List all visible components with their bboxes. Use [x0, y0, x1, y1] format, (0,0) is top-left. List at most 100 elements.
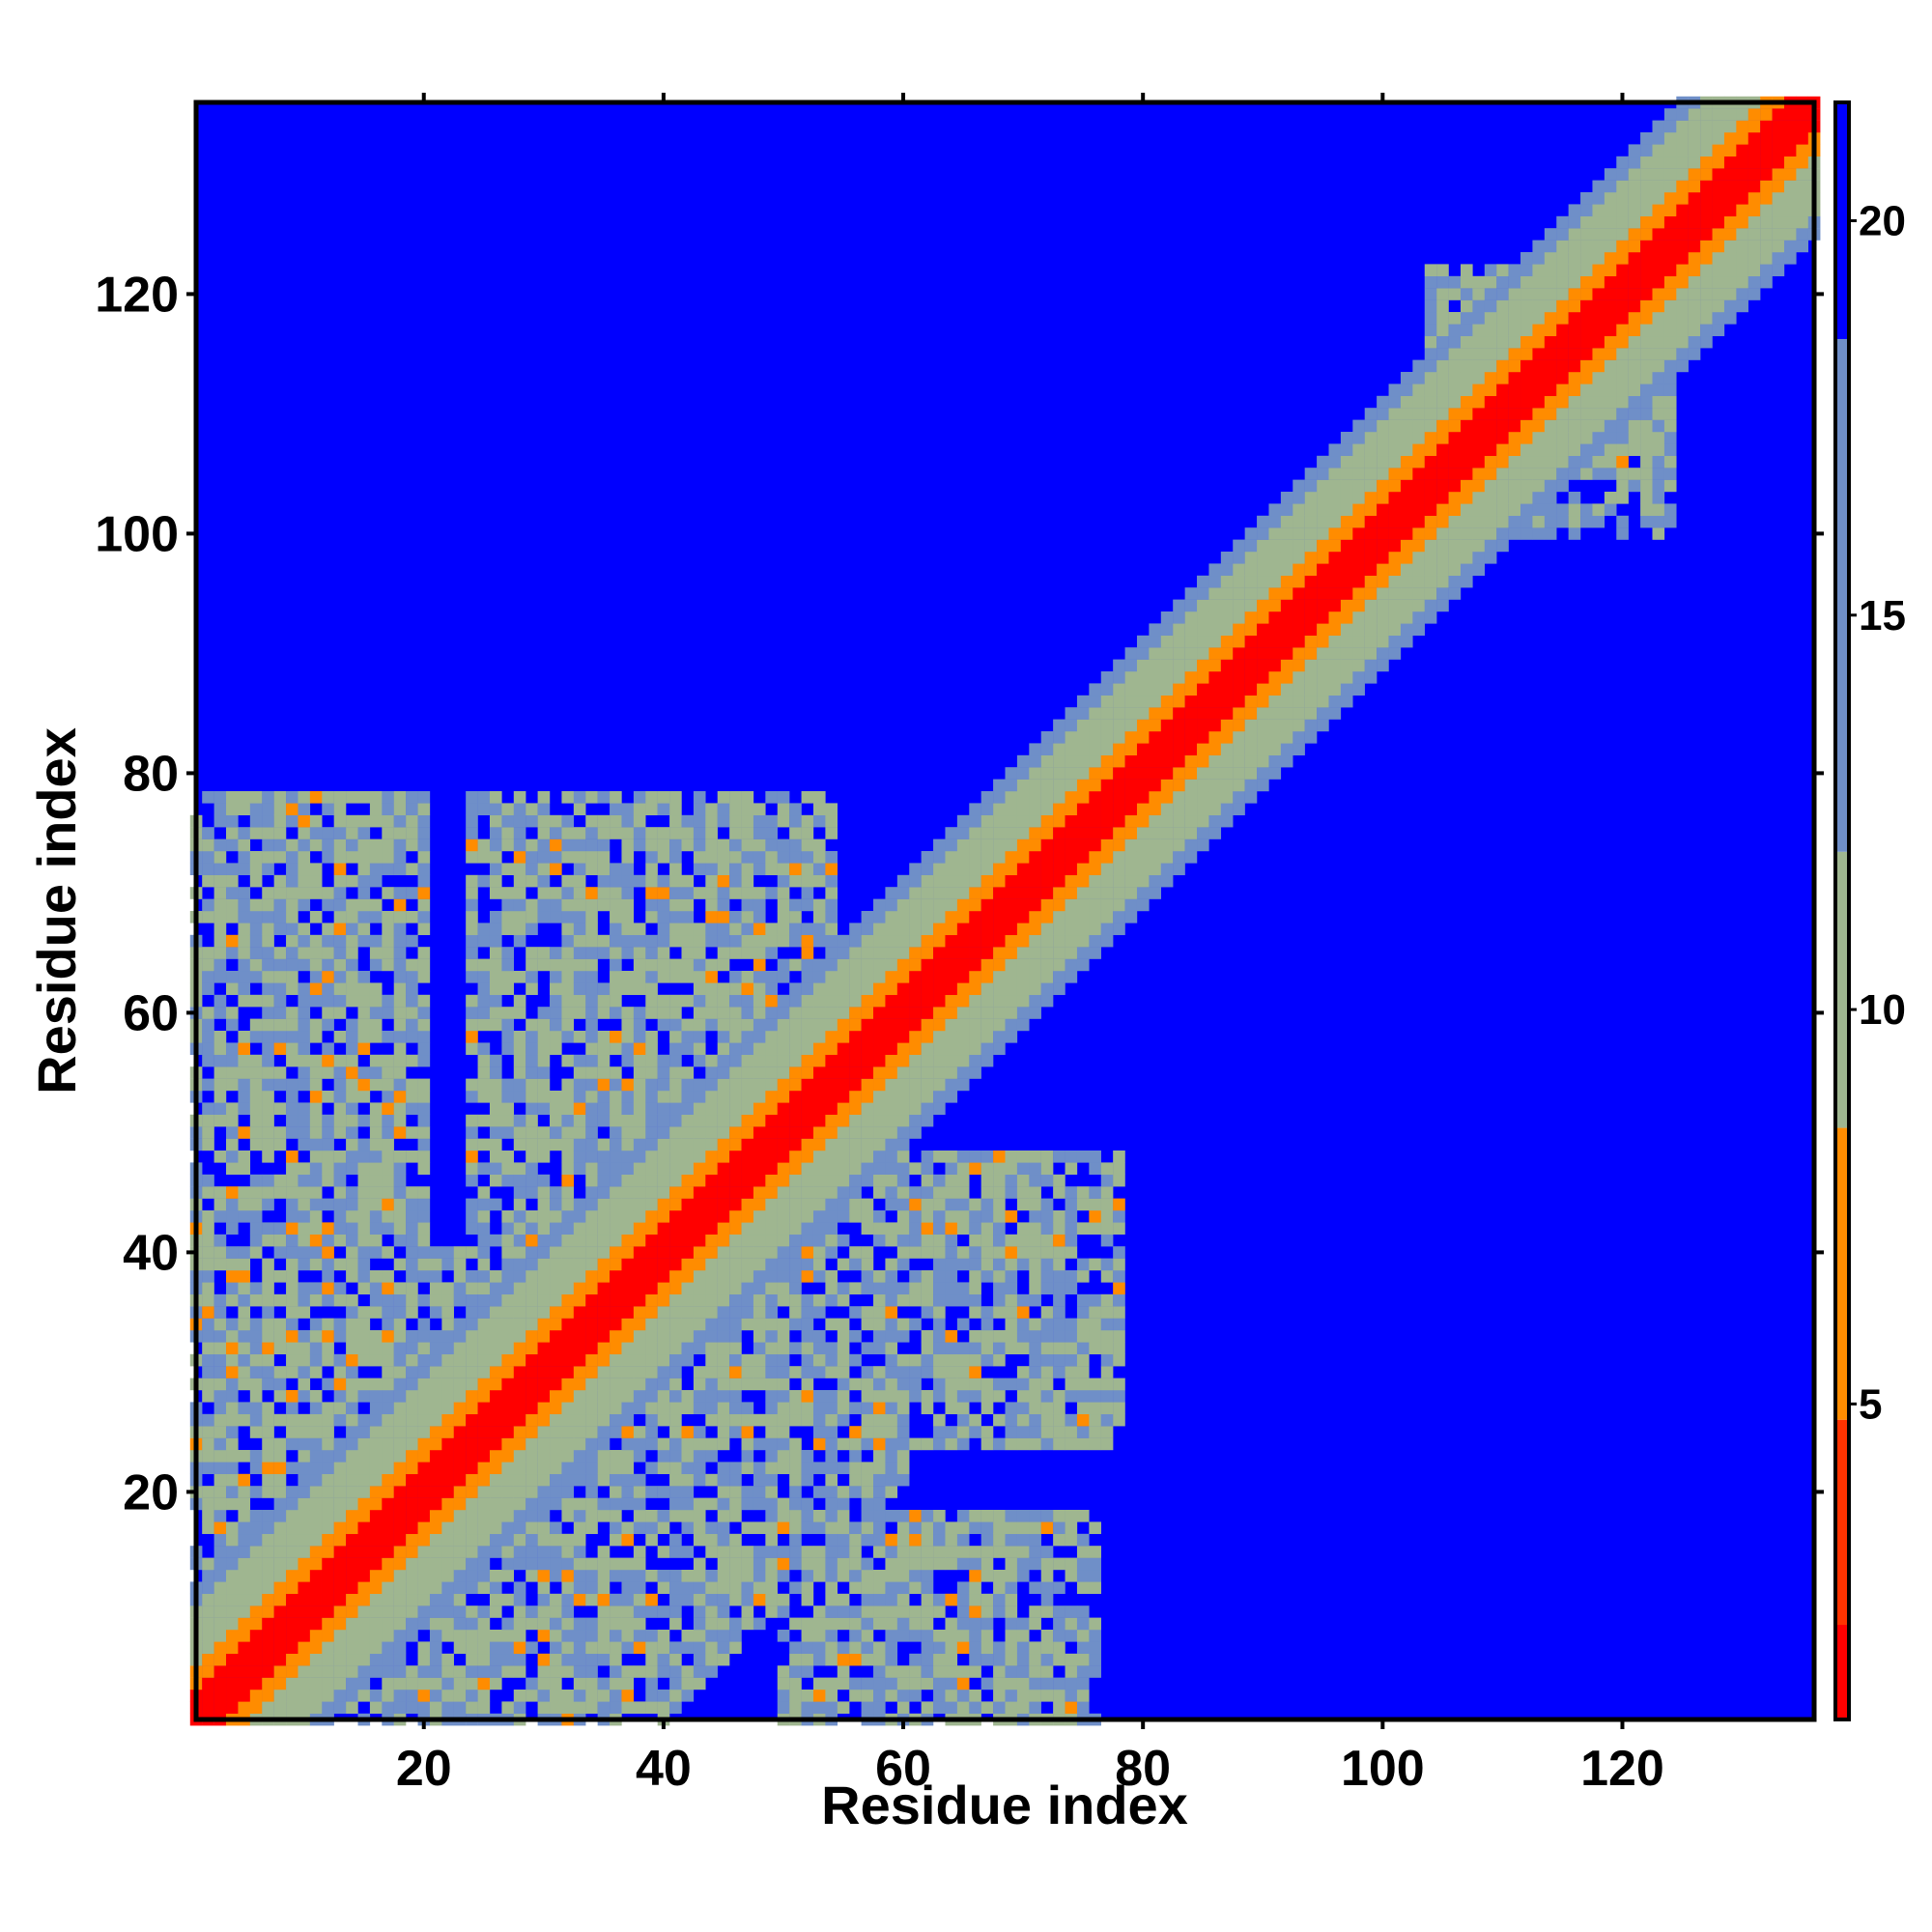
heatmap-cell: [213, 1342, 227, 1355]
heatmap-cell: [226, 1426, 239, 1438]
heatmap-cell: [513, 1521, 526, 1535]
heatmap-cell: [849, 1353, 862, 1367]
heatmap-cell: [896, 1630, 910, 1642]
heatmap-cell: [561, 1306, 575, 1319]
heatmap-cell: [657, 958, 670, 972]
heatmap-cell: [1089, 1186, 1101, 1199]
heatmap-cell: [669, 1342, 682, 1355]
heatmap-cell: [406, 1222, 418, 1236]
heatmap-cell: [513, 1198, 526, 1211]
heatmap-cell: [573, 1078, 586, 1092]
heatmap-cell: [657, 1521, 670, 1535]
heatmap-cell: [357, 1342, 371, 1355]
heatmap-cell: [993, 994, 1006, 1008]
heatmap-cell: [597, 791, 611, 804]
heatmap-cell: [550, 1007, 562, 1019]
heatmap-cell: [286, 1366, 298, 1378]
heatmap-cell: [741, 911, 754, 923]
heatmap-cell: [501, 1402, 515, 1415]
heatmap-cell: [812, 814, 826, 828]
heatmap-cell: [238, 1701, 251, 1715]
heatmap-cell: [729, 1473, 742, 1487]
heatmap-cell: [896, 1066, 910, 1079]
heatmap-cell: [537, 1557, 551, 1571]
heatmap-cell: [956, 947, 970, 959]
heatmap-cell: [298, 1437, 311, 1451]
heatmap-cell: [1100, 1210, 1114, 1223]
heatmap-cell: [238, 1318, 251, 1331]
heatmap-cell: [1016, 874, 1030, 888]
heatmap-cell: [393, 791, 407, 804]
heatmap-cell: [537, 1330, 551, 1343]
heatmap-cell: [537, 1126, 551, 1139]
heatmap-cell: [382, 1151, 394, 1163]
heatmap-cell: [693, 1366, 706, 1378]
heatmap-cell: [501, 1031, 515, 1043]
heatmap-cell: [861, 1593, 874, 1606]
heatmap-cell: [921, 1557, 934, 1571]
heatmap-cell: [753, 1581, 766, 1595]
heatmap-cell: [933, 1042, 946, 1056]
heatmap-cell: [705, 1497, 718, 1511]
heatmap-cell: [537, 1007, 551, 1019]
heatmap-cell: [777, 838, 790, 852]
heatmap-cell: [657, 838, 670, 852]
heatmap-cell: [837, 1293, 850, 1307]
heatmap-cell: [357, 1330, 371, 1343]
heatmap-cell: [741, 947, 754, 959]
heatmap-cell: [466, 923, 478, 936]
heatmap-cell: [921, 971, 934, 983]
heatmap-cell: [537, 1353, 551, 1367]
heatmap-cell: [1053, 863, 1065, 876]
heatmap-cell: [537, 1091, 551, 1103]
heatmap-cell: [417, 1426, 431, 1438]
heatmap-cell: [945, 1677, 958, 1690]
heatmap-cell: [466, 1270, 478, 1283]
heatmap-cell: [705, 1282, 718, 1295]
heatmap-cell: [333, 947, 347, 959]
heatmap-cell: [573, 1462, 586, 1475]
heatmap-cell: [717, 1186, 730, 1199]
heatmap-cell: [693, 1042, 706, 1056]
heatmap-cell: [693, 1437, 706, 1451]
heatmap-cell: [1016, 1653, 1030, 1666]
heatmap-cell: [226, 1366, 239, 1378]
heatmap-cell: [322, 1437, 334, 1451]
heatmap-cell: [477, 1078, 491, 1092]
heatmap-cell: [825, 827, 838, 839]
heatmap-cell: [956, 971, 970, 983]
heatmap-cell: [621, 1270, 635, 1283]
heatmap-cell: [993, 1306, 1006, 1319]
heatmap-cell: [238, 1402, 251, 1415]
heatmap-cell: [980, 1570, 994, 1582]
heatmap-cell: [837, 1437, 850, 1451]
heatmap-cell: [777, 1007, 790, 1019]
heatmap-cell: [202, 947, 214, 959]
heatmap-cell: [825, 1557, 838, 1571]
heatmap-cell: [1016, 1546, 1030, 1558]
heatmap-cell: [238, 1066, 251, 1079]
heatmap-cell: [226, 1402, 239, 1415]
heatmap-cell: [550, 911, 562, 923]
heatmap-cell: [213, 1330, 227, 1343]
heatmap-cell: [238, 1605, 251, 1618]
heatmap-cell: [1029, 1641, 1041, 1655]
heatmap-cell: [1005, 1581, 1018, 1595]
heatmap-cell: [1053, 1533, 1065, 1547]
heatmap-cell: [956, 911, 970, 923]
heatmap-cell: [322, 1630, 334, 1642]
heatmap-cell: [729, 1390, 742, 1403]
heatmap-cell: [202, 1413, 214, 1427]
heatmap-cell: [837, 982, 850, 996]
heatmap-cell: [753, 1186, 766, 1199]
heatmap-cell: [429, 1510, 442, 1522]
heatmap-cell: [777, 994, 790, 1008]
heatmap-cell: [753, 1546, 766, 1558]
heatmap-cell: [1040, 934, 1054, 948]
heatmap-cell: [513, 827, 526, 839]
heatmap-cell: [717, 814, 730, 828]
heatmap-cell: [741, 934, 754, 948]
heatmap-cell: [1005, 791, 1018, 804]
heatmap-cell: [777, 1151, 790, 1163]
heatmap-cell: [909, 1126, 922, 1139]
